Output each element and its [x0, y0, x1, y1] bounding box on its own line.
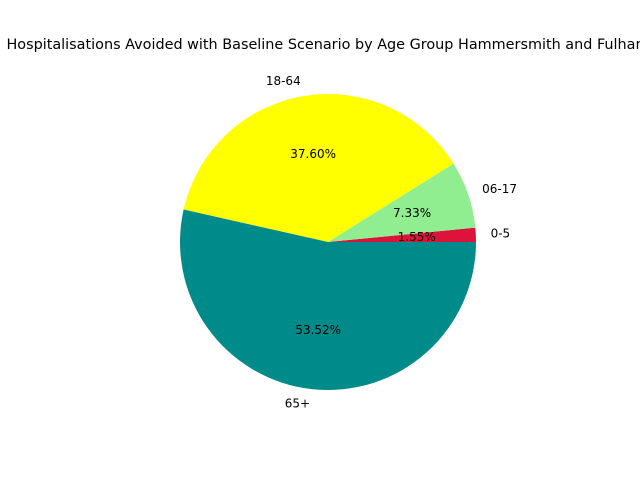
- pct-label-06-17: 7.33%: [393, 206, 431, 220]
- slice-label-0-5: 0-5: [491, 227, 511, 241]
- pct-label-0-5: 1.55%: [398, 230, 436, 244]
- pie-slices: [179, 94, 476, 390]
- slice-label-06-17: 06-17: [482, 182, 517, 196]
- pie-slice-0-5: [328, 227, 476, 242]
- pie-slice-18-64: [183, 94, 454, 242]
- slice-label-65: 65+: [285, 396, 310, 410]
- pct-label-18-64: 37.60%: [290, 147, 336, 161]
- slice-label-18-64: 18-64: [266, 74, 301, 88]
- pct-label-65: 53.52%: [295, 323, 341, 337]
- pie-slice-06-17: [328, 163, 476, 242]
- pie-labels: 0-5 1.55% 06-17 7.33% 18-64 37.60% 65+ 53.52%: [266, 74, 517, 410]
- chart-title: Hospitalisations Avoided with Baseline S…: [6, 37, 640, 53]
- pie-slice-65: [179, 209, 476, 390]
